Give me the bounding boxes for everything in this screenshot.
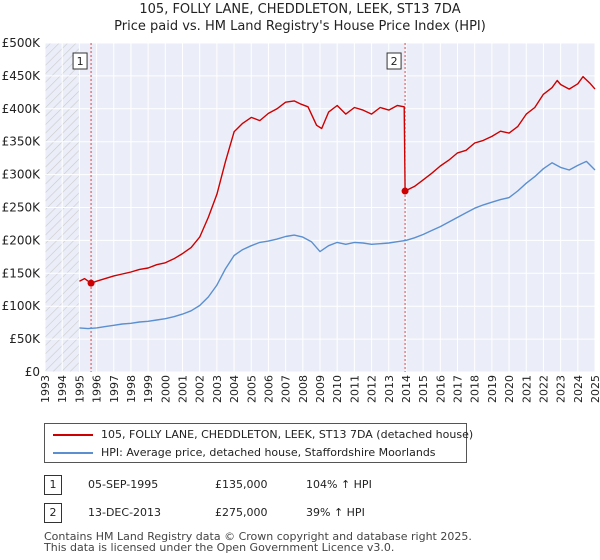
y-tick-label: £250K [2, 201, 42, 215]
legend: 105, FOLLY LANE, CHEDDLETON, LEEK, ST13 … [44, 423, 473, 463]
x-tick-label: 2015 [417, 375, 430, 403]
hpi-line [79, 160, 596, 330]
x-tick-label: 2014 [400, 375, 413, 403]
x-tick-label: 2008 [297, 375, 310, 403]
x-tick-label: 1999 [142, 375, 155, 403]
x-tick-label: 2002 [194, 375, 207, 403]
x-tick-label: 2025 [589, 375, 600, 403]
y-tick-label: £350K [2, 135, 42, 149]
transaction-row: 2 13-DEC-2013 £275,000 39% ↑ HPI [44, 503, 544, 523]
x-tick-label: 2004 [228, 375, 241, 403]
y-tick-label: £200K [2, 233, 42, 247]
x-tick-label: 2020 [503, 375, 516, 403]
x-tick-label: 1996 [91, 375, 104, 403]
x-tick-label: 1993 [39, 375, 52, 403]
y-tick-label: £500K [2, 36, 42, 50]
legend-item-hpi: HPI: Average price, detached house, Staf… [45, 444, 466, 462]
annotation-label: 2 [391, 55, 398, 68]
annotation-label: 1 [77, 55, 84, 68]
sale-point [401, 187, 409, 195]
x-tick-label: 2016 [434, 375, 447, 403]
x-axis-ticks: 1993 1994 1995 1996 1997 1998 1999 2000 2001 2002… [39, 375, 600, 403]
transaction-date: 05-SEP-1995 [88, 478, 159, 491]
x-tick-label: 1997 [108, 375, 121, 403]
property-price-line [79, 75, 596, 284]
chart-subtitle: Price paid vs. HM Land Registry's House … [114, 19, 486, 34]
x-tick-label: 2007 [280, 375, 293, 403]
transaction-row: 1 05-SEP-1995 £135,000 104% ↑ HPI [44, 475, 544, 495]
transaction-hpi: 39% ↑ HPI [306, 506, 365, 519]
y-tick-label: £150K [2, 266, 42, 280]
annotation-box [72, 52, 88, 70]
x-tick-label: 1998 [125, 375, 138, 403]
x-tick-label: 2003 [211, 375, 224, 403]
x-tick-label: 2024 [572, 375, 585, 403]
x-tick-label: 2021 [520, 375, 533, 403]
y-tick-label: £50K [9, 332, 41, 346]
transaction-number: 2 [44, 503, 62, 523]
legend-swatch-property [53, 434, 93, 436]
legend-swatch-hpi [53, 452, 93, 454]
footer-copyright: Contains HM Land Registry data © Crown c… [44, 530, 472, 543]
x-tick-label: 1994 [56, 375, 69, 403]
x-tick-label: 2006 [262, 375, 275, 403]
x-tick-label: 2009 [314, 375, 327, 403]
sale-point [87, 279, 95, 287]
y-axis-ticks: £0 £50K £100K £150K £200K £250K £300K £350K £400… [2, 36, 42, 379]
transaction-date: 13-DEC-2013 [88, 506, 162, 519]
x-tick-label: 2022 [537, 375, 550, 403]
footer: Contains HM Land Registry data © Crown c… [44, 531, 472, 553]
grid-lines [44, 42, 596, 373]
y-tick-label: £300K [2, 168, 42, 182]
x-tick-label: 2019 [486, 375, 499, 403]
legend-label-property: 105, FOLLY LANE, CHEDDLETON, LEEK, ST13 … [101, 428, 474, 441]
sale-marker-lines [90, 43, 406, 372]
x-tick-label: 2013 [383, 375, 396, 403]
x-tick-label: 2017 [452, 375, 465, 403]
y-tick-label: £0 [25, 365, 40, 379]
transaction-hpi: 104% ↑ HPI [306, 478, 372, 491]
x-tick-label: 2012 [366, 375, 379, 403]
annotation-box [386, 52, 402, 70]
x-tick-label: 1995 [73, 375, 86, 403]
transaction-price: £135,000 [215, 478, 268, 491]
x-tick-label: 2005 [245, 375, 258, 403]
transaction-number: 1 [44, 475, 62, 495]
sale-points [87, 187, 409, 287]
legend-item-property: 105, FOLLY LANE, CHEDDLETON, LEEK, ST13 … [45, 426, 473, 444]
footer-licence: This data is licensed under the Open Gov… [44, 541, 395, 554]
chart-title: 105, FOLLY LANE, CHEDDLETON, LEEK, ST13 … [139, 2, 461, 17]
series-lines [79, 75, 596, 330]
y-tick-label: £400K [2, 102, 42, 116]
x-tick-label: 2011 [348, 375, 361, 403]
y-tick-label: £450K [2, 69, 42, 83]
x-tick-label: 2023 [555, 375, 568, 403]
legend-label-hpi: HPI: Average price, detached house, Staf… [101, 446, 436, 459]
y-tick-label: £100K [2, 299, 42, 313]
x-tick-label: 2001 [177, 375, 190, 403]
x-tick-label: 2000 [159, 375, 172, 403]
transaction-price: £275,000 [215, 506, 268, 519]
x-tick-label: 2018 [469, 375, 482, 403]
x-tick-label: 2010 [331, 375, 344, 403]
